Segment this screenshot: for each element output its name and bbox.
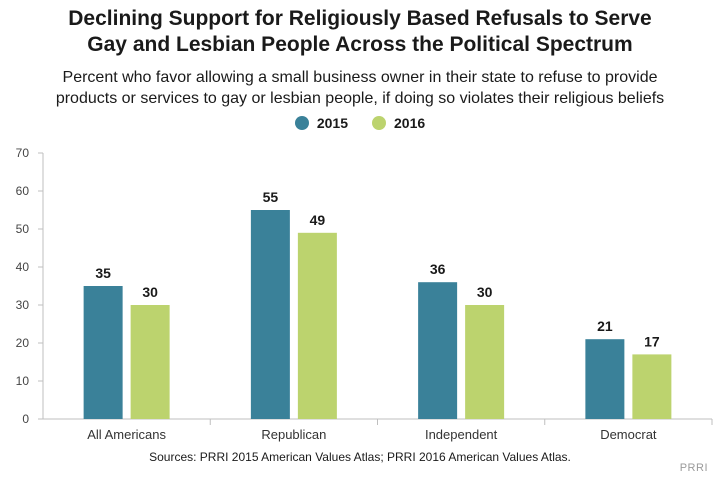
bar-2015-all-americans — [83, 286, 123, 419]
data-label: 21 — [597, 318, 613, 334]
bar-2015-republican — [250, 210, 290, 419]
x-tick-label: Democrat — [600, 427, 657, 442]
y-tick-label: 40 — [16, 260, 30, 274]
legend-label-2016: 2016 — [394, 115, 426, 131]
chart-title: Declining Support for Religiously Based … — [0, 6, 720, 58]
y-tick-label: 0 — [22, 412, 29, 426]
y-tick-label: 70 — [16, 146, 30, 160]
legend-swatch-2015 — [294, 116, 309, 130]
x-tick-label: All Americans — [87, 427, 166, 442]
bar-2016-all-americans — [130, 305, 170, 419]
data-label: 35 — [95, 265, 111, 281]
legend-label-2015: 2015 — [316, 115, 348, 131]
y-tick-label: 30 — [16, 298, 30, 312]
data-label: 30 — [477, 284, 493, 300]
x-tick-label: Independent — [425, 427, 498, 442]
y-tick-label: 10 — [16, 374, 30, 388]
chart-title-line-2: Gay and Lesbian People Across the Politi… — [87, 33, 633, 56]
data-label: 36 — [430, 261, 446, 277]
bar-2015-democrat — [585, 339, 625, 419]
chart-subtitle-line-1: Percent who favor allowing a small busin… — [62, 69, 658, 86]
source-note: Sources: PRRI 2015 American Values Atlas… — [149, 450, 571, 464]
chart-subtitle-line-2: products or services to gay or lesbian p… — [55, 90, 665, 107]
chart-title-line-1: Declining Support for Religiously Based … — [68, 7, 652, 30]
y-tick-label: 20 — [16, 336, 30, 350]
bar-2015-independent — [418, 282, 458, 419]
legend-swatch-2016 — [372, 116, 386, 130]
bar-2016-democrat — [632, 354, 672, 419]
legend-item-2016: 2016 — [372, 115, 425, 131]
brand-label: PRRI — [679, 462, 708, 474]
data-label: 30 — [142, 284, 158, 300]
y-tick-label: 60 — [16, 184, 30, 198]
chart-subtitle: Percent who favor allowing a small busin… — [0, 67, 720, 109]
bar-2016-republican — [297, 232, 337, 419]
chart-legend: 2015 2016 — [0, 115, 720, 131]
data-label: 49 — [310, 212, 326, 228]
x-tick-label: Republican — [261, 427, 326, 442]
y-tick-label: 50 — [16, 222, 30, 236]
bar-2016-independent — [465, 305, 505, 419]
data-label: 17 — [644, 333, 660, 349]
data-label: 55 — [263, 189, 279, 205]
legend-item-2015: 2015 — [294, 115, 348, 131]
